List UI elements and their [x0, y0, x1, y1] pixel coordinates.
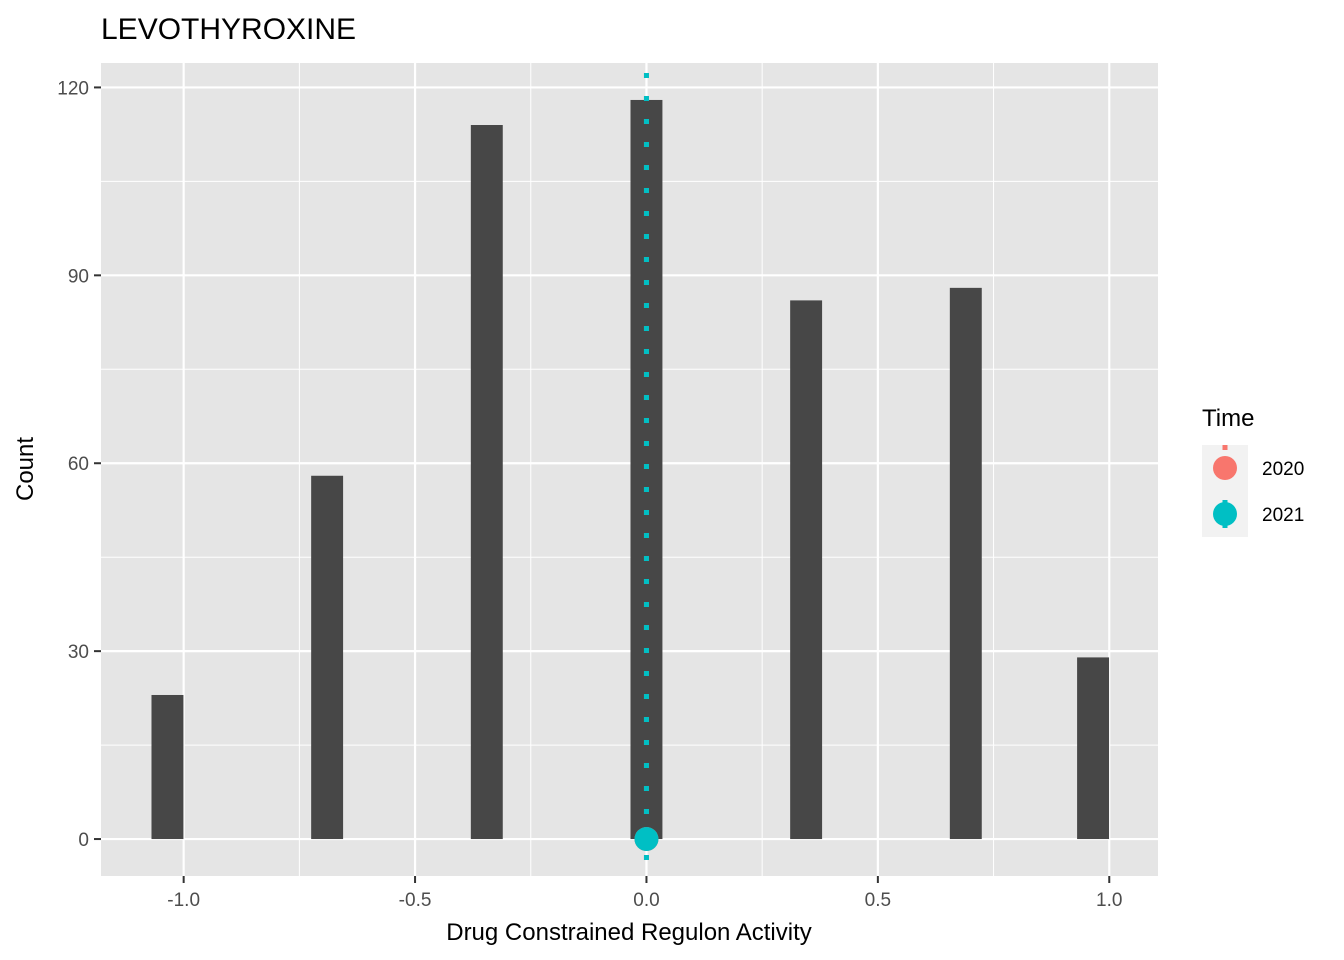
- x-axis-ticks: -1.0 -0.5 0.0 0.5 1.0: [167, 876, 1122, 911]
- legend-title: Time: [1202, 405, 1254, 432]
- bar-2: [470, 125, 503, 840]
- points: [634, 827, 659, 852]
- y-tick-label: 30: [68, 642, 89, 663]
- y-axis-title: Count: [12, 437, 39, 501]
- legend-entries: 2020 2021: [1202, 445, 1304, 537]
- y-tick-label: 60: [68, 454, 89, 475]
- bar-4: [790, 300, 823, 840]
- legend: Time 2020 2021: [1202, 405, 1304, 537]
- x-axis-title: Drug Constrained Regulon Activity: [446, 919, 812, 946]
- y-axis-ticks: 0 30 60 90 120: [57, 78, 101, 851]
- x-tick-label: 0.0: [633, 890, 659, 911]
- x-tick-label: -1.0: [167, 890, 200, 911]
- legend-label-2021: 2021: [1262, 505, 1304, 526]
- legend-label-2020: 2020: [1262, 459, 1304, 480]
- legend-point-2020: [1213, 456, 1237, 480]
- point-2021: [634, 827, 659, 852]
- x-tick-label: 1.0: [1096, 890, 1122, 911]
- plot-panel: [101, 63, 1158, 876]
- bar-1: [311, 475, 344, 840]
- panel-background: [101, 63, 1158, 876]
- y-tick-label: 0: [78, 830, 89, 851]
- bar-5: [949, 287, 982, 840]
- y-tick-label: 120: [57, 78, 89, 99]
- bar-6: [1077, 657, 1110, 840]
- x-tick-label: -0.5: [399, 890, 432, 911]
- chart-title: LEVOTHYROXINE: [101, 13, 356, 46]
- legend-point-2021: [1213, 502, 1237, 526]
- y-tick-label: 90: [68, 266, 89, 287]
- bar-3: [630, 99, 663, 840]
- bar-0: [151, 694, 184, 840]
- bars: [151, 99, 1110, 840]
- x-tick-label: 0.5: [865, 890, 891, 911]
